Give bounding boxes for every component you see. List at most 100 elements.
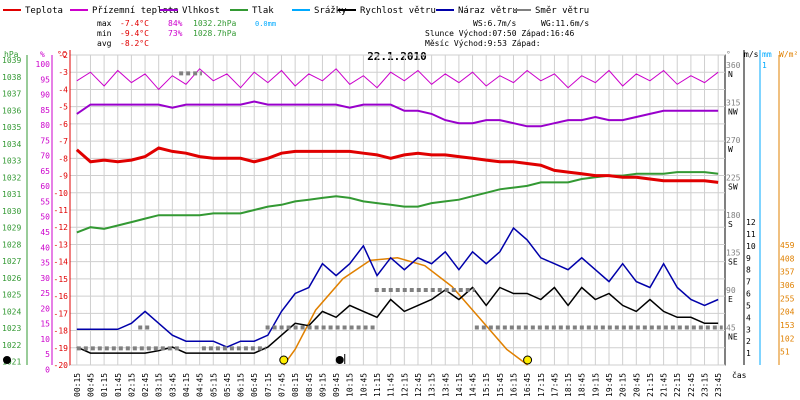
ms-tick: 12 <box>746 218 756 227</box>
ms-tick: 1 <box>746 349 751 358</box>
percent-tick: 60 <box>40 182 50 191</box>
ms-tick: 10 <box>746 242 756 251</box>
stat-max-hum: 84% <box>168 19 183 28</box>
x-tick-label: 16:15 <box>509 373 518 397</box>
legend-label: Tlak <box>252 6 274 16</box>
dir-tick: 270 <box>726 136 741 145</box>
celsius-tick: -19 <box>54 344 69 353</box>
legend-label: Teplota <box>25 6 63 16</box>
percent-tick: 95 <box>40 75 50 84</box>
wm2-tick: 255 <box>780 294 795 303</box>
series-solar <box>283 257 529 366</box>
percent-tick: 70 <box>40 152 50 161</box>
x-tick-label: 19:15 <box>591 373 600 397</box>
wm2-tick: 153 <box>780 321 795 330</box>
x-tick-label: 05:45 <box>223 373 232 397</box>
dir-tick: 225 <box>726 174 741 183</box>
legend-label: Náraz větru <box>458 6 518 16</box>
percent-tick: 30 <box>40 274 50 283</box>
stats-block: max -7.4°C 84% 1032.2hPa 0.0mm min -9.4°… <box>97 19 589 48</box>
legend-label: Směr větru <box>535 6 589 16</box>
x-tick-label: 03:15 <box>155 373 164 397</box>
ms-tick: 2 <box>746 337 751 346</box>
series-ground-temp <box>76 68 719 91</box>
axis-mm-unit: mm <box>762 50 772 59</box>
x-tick-label: 09:45 <box>332 373 341 397</box>
ms-tick: 7 <box>746 278 751 287</box>
legend-label: Rychlost větru <box>360 6 436 16</box>
celsius-tick: -17 <box>54 309 69 318</box>
dir-tick: 90 <box>726 286 736 295</box>
percent-tick: 45 <box>40 228 50 237</box>
axis-percent-unit: % <box>40 50 45 59</box>
celsius-tick: -14 <box>54 258 69 267</box>
x-tick-label: 08:45 <box>305 373 314 397</box>
hpa-tick: 1027 <box>2 257 21 266</box>
x-tick-label: 21:45 <box>660 373 669 397</box>
x-tick-label: 23:45 <box>714 373 723 397</box>
dir-tick-label: N <box>728 70 733 79</box>
wm2-tick: 204 <box>780 308 795 317</box>
sunset-marker <box>523 355 533 365</box>
x-tick-label: 18:45 <box>578 373 587 397</box>
x-tick-label: 00:15 <box>73 373 82 397</box>
axis-wm2-unit: W/m² <box>779 50 798 59</box>
x-tick-label: 02:15 <box>127 373 136 397</box>
percent-tick: 85 <box>40 106 50 115</box>
percent-tick: 75 <box>40 136 50 145</box>
stat-min-label: min <box>97 29 112 38</box>
x-tick-label: 02:45 <box>141 373 150 397</box>
dir-tick-label: SE <box>728 258 738 267</box>
percent-tick: 10 <box>40 335 50 344</box>
series-wind-speed <box>76 286 719 354</box>
legend-label: Srážky <box>314 6 347 16</box>
percent-tick: 55 <box>40 197 50 206</box>
percent-tick: 100 <box>36 60 51 69</box>
hpa-tick: 1034 <box>2 140 21 149</box>
series-pressure <box>76 171 719 234</box>
x-tick-label: 20:45 <box>632 373 641 397</box>
ms-tick: 8 <box>746 266 751 275</box>
hpa-tick: 1039 <box>2 56 21 65</box>
percent-tick: 40 <box>40 243 50 252</box>
celsius-tick: -18 <box>54 327 69 336</box>
moonrise-marker <box>335 356 344 364</box>
hpa-tick: 1033 <box>2 157 21 166</box>
x-tick-label: 15:45 <box>496 373 505 397</box>
plot-area <box>3 68 723 366</box>
ms-tick: 11 <box>746 230 756 239</box>
celsius-tick: -20 <box>54 361 69 370</box>
axis-hpa-unit: hPa <box>4 50 19 59</box>
hpa-tick: 1029 <box>2 224 21 233</box>
x-axis-label: čas <box>732 370 747 380</box>
x-tick-label: 12:45 <box>414 373 423 397</box>
hpa-tick: 1031 <box>2 190 21 199</box>
x-tick-label: 11:15 <box>373 373 382 397</box>
x-tick-label: 14:15 <box>455 373 464 397</box>
hpa-tick: 1030 <box>2 207 21 216</box>
celsius-tick: -8 <box>58 154 68 163</box>
wm2-tick: 357 <box>780 268 795 277</box>
percent-tick: 80 <box>40 121 50 130</box>
percent-tick: 20 <box>40 304 50 313</box>
axis-celsius-unit: °C <box>57 50 67 59</box>
dir-tick-label: W <box>728 145 733 154</box>
mm-tick: 1 <box>762 61 767 70</box>
x-tick-label: 22:45 <box>687 373 696 397</box>
hpa-tick: 1026 <box>2 274 21 283</box>
x-tick-label: 23:15 <box>701 373 710 397</box>
stat-wg: WG:11.6m/s <box>541 19 589 28</box>
wm2-tick: 51 <box>780 348 790 357</box>
celsius-tick: -5 <box>58 103 68 112</box>
stat-avg-label: avg <box>97 39 112 48</box>
x-tick-label: 13:45 <box>441 373 450 397</box>
x-tick-label: 19:45 <box>605 373 614 397</box>
sunrise-marker <box>279 355 289 365</box>
dir-tick-label: NW <box>728 108 738 117</box>
hpa-tick: 1037 <box>2 90 21 99</box>
percent-tick: 25 <box>40 289 50 298</box>
hpa-tick: 1032 <box>2 173 21 182</box>
x-tick-label: 22:15 <box>673 373 682 397</box>
x-tick-label: 05:15 <box>209 373 218 397</box>
